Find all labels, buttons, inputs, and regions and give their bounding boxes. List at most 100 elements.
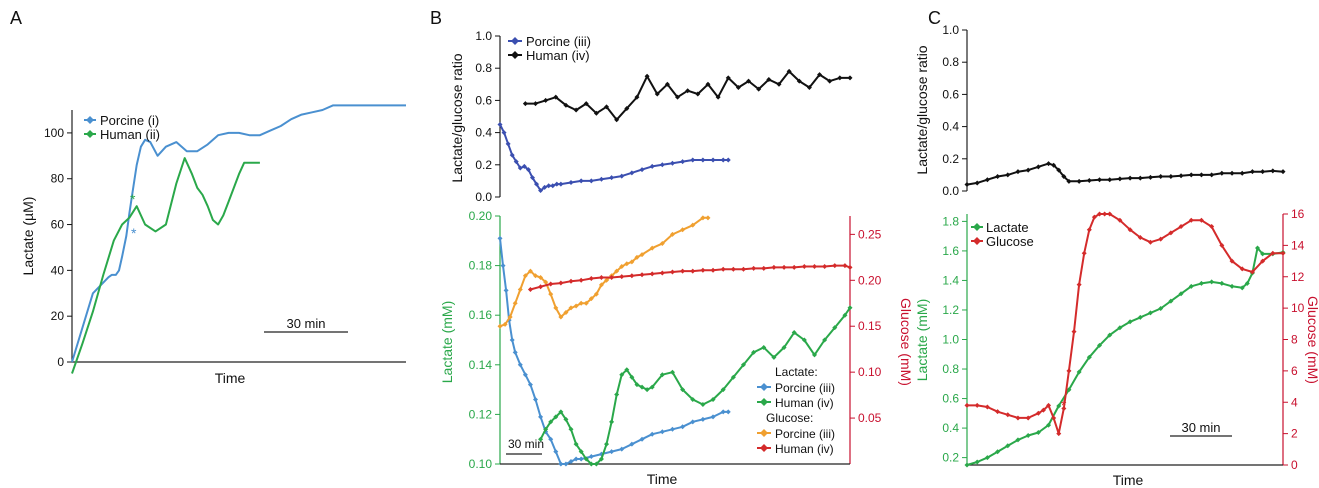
bt-lines-human-iv-1-point-2 (543, 97, 549, 103)
bt-lines-porcine-iii-0-point-5 (517, 165, 523, 171)
cb-lines-lactate-0-point-10 (1066, 387, 1072, 393)
legend-human-ii-marker (86, 130, 94, 138)
bt-lines-human-iv-1-point-8 (604, 104, 610, 110)
legend-glucose-human-marker (760, 444, 768, 452)
bb-lines-human-iv-lactate-1-point-7 (573, 441, 579, 447)
panel-a-y-ticks: 0 20 40 60 80 100 (44, 126, 72, 369)
cb-lines-lactate-0-point-4 (1005, 443, 1011, 449)
bb-lines-human-iv-lactate-1-point-6 (568, 426, 574, 432)
bb-lticks-tick-label-0: 0.10 (469, 457, 493, 471)
bb-lines-porcine-iii-glucose-2-point-25 (624, 261, 630, 267)
bt-lines-porcine-iii-0-point-24 (649, 163, 655, 169)
bb-lines-human-iv-lactate-1-point-42 (847, 305, 853, 311)
panel-c-star: * (1061, 397, 1067, 413)
cb-lines-lactate-0-point-16 (1127, 319, 1133, 325)
cb-rticks-tick-label-3: 6 (1291, 364, 1298, 378)
bb-lines-human-iv-glucose-3-point-7 (598, 275, 604, 281)
panel-b-top-y-label: Lactate/glucose ratio (449, 53, 465, 182)
bt-lines-porcine-iii-0-point-28 (690, 157, 696, 163)
cb-lines-glucose-1-point-38 (1280, 250, 1286, 256)
panel-c-top: 0.0 0.2 0.4 0.6 0.8 1.0 Lactate/glucose ratio (914, 23, 1286, 198)
bb-lines-human-iv-lactate-1-point-11 (593, 461, 599, 467)
bb-lines-porcine-iii-glucose-2-point-11 (553, 305, 559, 311)
ct-lines-series-0-point-22 (1168, 174, 1174, 180)
bt-yticks-tick-label-3: 0.6 (475, 93, 492, 107)
cb-lines-glucose-1-point-0 (964, 402, 970, 408)
bb-lines-human-iv-glucose-3-point-19 (720, 266, 726, 272)
cb-lticks-tick-label-2: 0.6 (942, 392, 959, 406)
ct-lines-series-0-point-25 (1198, 172, 1204, 178)
ct-lines-series-0-point-31 (1260, 169, 1266, 175)
bt-lines-porcine-iii-0-point-4 (513, 159, 519, 165)
ct-lines-series-0-point-17 (1117, 176, 1123, 182)
cb-lticks-tick-label-6: 1.4 (942, 273, 959, 287)
cb-lines-glucose-1-point-14 (1071, 329, 1077, 335)
cb-lines-lactate-0-point-20 (1168, 298, 1174, 304)
cb-lines-lactate-0-point-25 (1219, 280, 1225, 286)
bb-lines-porcine-iii-lactate-0-point-29 (690, 419, 696, 425)
cb-lines-lactate-0-point-14 (1107, 332, 1113, 338)
cb-lines-glucose-1-point-30 (1198, 217, 1204, 223)
legend-c-lactate-marker (973, 223, 981, 231)
bb-lines-porcine-iii-lactate-0-point-16 (568, 459, 574, 465)
panel-a-legend: Porcine (i) Human (ii) (84, 113, 160, 142)
cb-lines-glucose-1-point-32 (1219, 242, 1225, 248)
bb-lines-human-iv-lactate-1-point-23 (659, 372, 665, 378)
panel-b-bottom-legend: Lactate: Porcine (iii) Human (iv) Glucos… (757, 365, 835, 456)
bb-lines-human-iv-lactate-1-point-5 (563, 416, 569, 422)
cb-lines-glucose-1-point-28 (1178, 224, 1184, 230)
cb-lticks-tick-label-3: 0.8 (942, 362, 959, 376)
a-yticks-tick-label-5: 100 (44, 126, 64, 140)
bt-lines-human-iv-1-line (525, 70, 850, 121)
ct-lines-series-0-point-19 (1137, 175, 1143, 181)
bb-lines-porcine-iii-lactate-0-point-18 (578, 456, 584, 462)
bt-lines-porcine-iii-0-point-1 (501, 130, 507, 136)
cb-rticks-tick-label-1: 2 (1291, 427, 1298, 441)
panel-b-bottom-left-label: Lactate (mM) (439, 301, 455, 383)
cb-lines-glucose-1-point-17 (1086, 227, 1092, 233)
bb-lines-porcine-iii-glucose-2-point-35 (705, 215, 711, 221)
panel-c-bottom-right-ticks: 0 2 4 6 8 10 12 14 16 (1283, 207, 1305, 472)
bb-lticks-tick-label-1: 0.12 (469, 407, 493, 421)
bt-lines-porcine-iii-0-point-23 (639, 167, 645, 173)
bt-lines-porcine-iii-0-point-29 (700, 157, 706, 163)
bt-lines-human-iv-1-point-18 (705, 81, 711, 87)
cb-lines-glucose-1-point-36 (1260, 258, 1266, 264)
bb-lines-porcine-iii-glucose-2-point-4 (517, 286, 523, 292)
panel-b-top-series (497, 68, 853, 194)
bb-lines-porcine-iii-glucose-2-point-34 (700, 215, 706, 221)
bb-lines-human-iv-lactate-1-point-27 (700, 401, 706, 407)
cb-rticks-tick-label-2: 4 (1291, 395, 1298, 409)
bt-lines-porcine-iii-0-point-16 (568, 180, 574, 186)
bb-lines-human-iv-lactate-1-point-37 (801, 337, 807, 343)
bb-lines-porcine-iii-lactate-0-point-33 (725, 409, 731, 415)
cb-lines-lactate-0-point-22 (1188, 283, 1194, 289)
ct-lines-series-0-point-3 (995, 174, 1001, 180)
cb-lines-glucose-1-point-5 (1015, 415, 1021, 421)
bb-lines-human-iv-glucose-3-point-27 (801, 264, 807, 270)
ct-lines-series-0-point-26 (1209, 172, 1215, 178)
bb-lines-human-iv-lactate-1-point-20 (639, 384, 645, 390)
bt-lines-human-iv-1-point-26 (786, 68, 792, 74)
cb-lines-glucose-1-point-34 (1239, 266, 1245, 272)
panel-a-y-label: Lactate (µM) (20, 197, 36, 276)
ct-lines-series-0-point-21 (1158, 174, 1164, 180)
cb-lines-glucose-1-point-6 (1025, 415, 1031, 421)
bb-lines-porcine-iii-lactate-0-point-24 (639, 436, 645, 442)
ct-lines-series-0-point-16 (1107, 177, 1113, 183)
bb-lines-porcine-iii-glucose-2-point-6 (527, 268, 533, 274)
bb-rticks-tick-label-4: 0.25 (858, 227, 882, 241)
bt-lines-human-iv-1-point-11 (634, 94, 640, 100)
cb-lines-lactate-0-point-1 (974, 459, 980, 465)
bb-lines-porcine-iii-glucose-2-point-10 (548, 291, 554, 297)
a-yticks-tick-label-3: 60 (51, 218, 65, 232)
ct-yticks-tick-label-1: 0.2 (942, 152, 959, 166)
bb-lines-human-iv-glucose-3-point-17 (700, 267, 706, 273)
ct-lines-series-0-point-5 (1015, 169, 1021, 175)
bt-lines-porcine-iii-0-point-9 (534, 181, 540, 187)
bb-lines-porcine-iii-glucose-2-point-0 (497, 323, 503, 329)
panel-c-top-y-ticks: 0.0 0.2 0.4 0.6 0.8 1.0 (942, 23, 967, 198)
ct-lines-series-0-point-23 (1178, 173, 1184, 179)
bb-lines-porcine-iii-glucose-2-point-27 (634, 254, 640, 260)
legend-lactate-human-marker (760, 398, 768, 406)
